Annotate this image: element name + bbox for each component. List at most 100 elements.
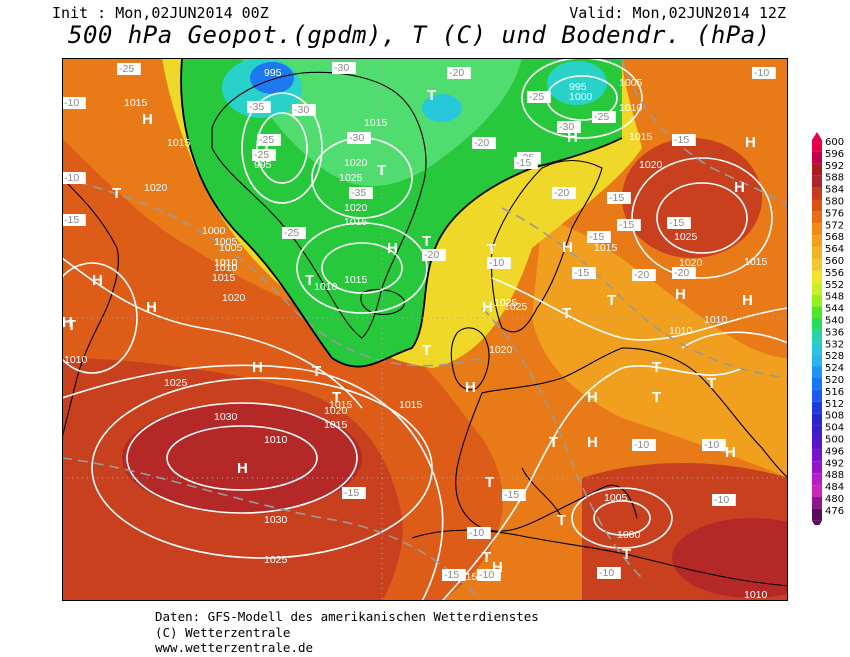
high-core-azores	[122, 403, 362, 513]
isotherm-label: -15	[674, 134, 689, 146]
isotherm-label-box	[62, 172, 86, 184]
map-label-layer: HHHHHHHHHHHHHHHHHHHTTTTTTTTTTTTTTTTTTTTT…	[62, 62, 776, 601]
colorbar-cell	[812, 318, 822, 331]
cold-core-light	[242, 58, 522, 187]
isobar-label: 1015	[364, 117, 388, 129]
isobar-label: 1010	[619, 102, 643, 114]
high-pressure-marker: H	[725, 444, 736, 461]
isotherm-label-box	[487, 257, 511, 269]
isotherm-label: -30	[559, 121, 574, 133]
greenland-coast	[211, 71, 427, 339]
low-pressure-marker: T	[67, 317, 76, 334]
isotherms	[62, 58, 788, 601]
isobar-label: 995	[264, 67, 282, 79]
isotherm-label-box	[552, 187, 576, 199]
colorbar-cell	[812, 378, 822, 390]
low-pressure-marker: T	[312, 363, 321, 380]
colorbar-tick-label: 560	[825, 256, 844, 267]
colorbar-tick-label: 552	[825, 280, 844, 291]
isobar-label: 1025	[494, 297, 518, 309]
isobar-label: 1025	[164, 377, 188, 389]
colorbar-cell	[812, 437, 822, 450]
isobar-label: 1000	[569, 91, 593, 103]
low-pressure-marker: T	[332, 389, 341, 406]
isotherm-label: -15	[609, 192, 624, 204]
isotherm-label-box	[342, 487, 366, 499]
low-pressure-marker: T	[422, 233, 431, 250]
isotherm-label: -10	[64, 172, 79, 184]
isobar-label: 995	[254, 159, 272, 171]
isobar-label: 1005	[604, 492, 628, 504]
footer-url: www.wetterzentrale.de	[155, 640, 314, 655]
isobar-label: 1010	[64, 354, 88, 366]
high-pressure-marker: H	[387, 240, 398, 257]
isotherm-label-box	[672, 267, 696, 279]
isobar-label: 1010	[314, 281, 338, 293]
isotherm-label: -10	[634, 439, 649, 451]
isotherm-label-box	[422, 249, 446, 261]
colorbar-tick-label: 564	[825, 244, 844, 255]
low-pressure-marker: T	[482, 549, 491, 566]
colorbar-cell	[812, 401, 822, 414]
isobar-label: 1015	[594, 242, 618, 254]
high-pressure-marker: H	[587, 434, 598, 451]
isobar-label: 1015	[344, 274, 368, 286]
isotherm-label: -25	[254, 149, 269, 161]
colorbar-cell	[812, 199, 822, 212]
low-pressure-marker: T	[305, 272, 314, 289]
isotherm-label-box	[597, 567, 621, 579]
colorbar-tick-label: 516	[825, 387, 844, 398]
colorbar-cell	[812, 497, 822, 509]
isobar-label: 1010	[214, 257, 238, 269]
low-pressure-marker: T	[485, 474, 494, 491]
isotherm-label: -15	[589, 231, 604, 243]
isobar-label: 1020	[144, 182, 168, 194]
colorbar-cell	[812, 282, 822, 295]
cold-core-north	[422, 94, 462, 122]
isotherm-label: -15	[64, 214, 79, 226]
isotherm-label-box	[332, 62, 356, 74]
colorbar-cell	[812, 461, 822, 474]
colorbar-cell	[812, 425, 822, 438]
isobar-label: 1015	[399, 399, 423, 411]
warm-core-russia	[622, 138, 762, 258]
colorbar-cell	[812, 151, 822, 164]
isobar-label: 1020	[344, 202, 368, 214]
colorbar-tick-label: 520	[825, 375, 844, 386]
high-pressure-marker: H	[734, 179, 745, 196]
isobar-label: 1010	[214, 262, 238, 274]
isobar-label: 995	[569, 81, 587, 93]
colorbar-cell	[812, 259, 822, 271]
isotherm-label-box	[247, 101, 271, 113]
isotherm-label-box	[514, 157, 538, 169]
isotherm-label: -10	[479, 569, 494, 581]
isotherm-label-box	[62, 214, 86, 226]
isotherm-label-box	[117, 63, 141, 75]
colorbar-cell	[812, 413, 822, 426]
colorbar-tick-label: 524	[825, 363, 844, 374]
colorbar-tick-label: 576	[825, 208, 844, 219]
low-pressure-marker: T	[487, 241, 496, 258]
colorbar-cell	[812, 187, 822, 200]
isotherm-label-box	[292, 104, 316, 116]
colorbar-tick-label: 496	[825, 446, 844, 457]
colorbar-tick-label: 484	[825, 482, 844, 493]
colorbar-arrow-top	[812, 132, 822, 140]
isobar-label: 1005	[214, 236, 238, 248]
isotherm-label-box	[587, 231, 611, 243]
colorbar-cell	[812, 508, 822, 521]
map-title: 500 hPa Geopot.(gpdm), T (C) und Bodendr…	[68, 21, 771, 49]
isobar-label: 1000	[617, 529, 641, 541]
colorbar-tick-label: 600	[825, 137, 844, 148]
isotherm-label: -25	[529, 91, 544, 103]
isotherm-label-box	[592, 111, 616, 123]
isobar-label: 1010	[704, 314, 728, 326]
isotherm-label: -25	[284, 227, 299, 239]
isotherm-label: -10	[714, 494, 729, 506]
colorbar-tick-label: 476	[825, 506, 844, 517]
colorbar-cell	[812, 485, 822, 497]
isobar-label: 1025	[264, 554, 288, 566]
isobar-label: 1020	[344, 157, 368, 169]
colorbar-tick-label: 528	[825, 351, 844, 362]
high-pressure-marker: H	[92, 272, 103, 289]
